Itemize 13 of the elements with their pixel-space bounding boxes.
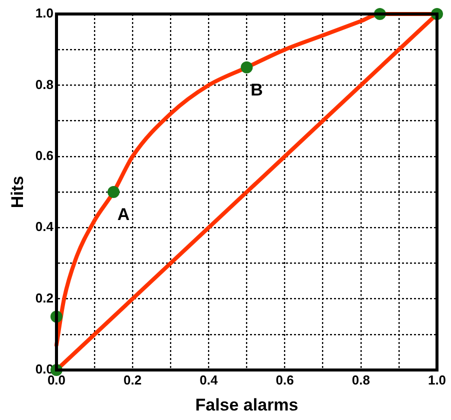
y-tick-label: 0.2	[35, 290, 54, 306]
y-tick-label: 0.6	[35, 148, 54, 163]
x-tick-label: 1.0	[428, 372, 446, 388]
x-tick-label: 0.6	[276, 372, 294, 388]
annotation: A	[117, 205, 130, 224]
x-tick-label: 0.4	[200, 372, 218, 388]
y-tick-label: 0.8	[35, 76, 54, 92]
x-tick-label: 0.8	[352, 372, 370, 388]
y-axis-title: Hits	[8, 176, 27, 208]
x-axis-title: False alarms	[195, 395, 298, 414]
y-tick-label: 1.0	[35, 6, 54, 21]
y-tick-label: 0.4	[35, 219, 54, 234]
x-tick-label: 0.2	[124, 372, 142, 388]
